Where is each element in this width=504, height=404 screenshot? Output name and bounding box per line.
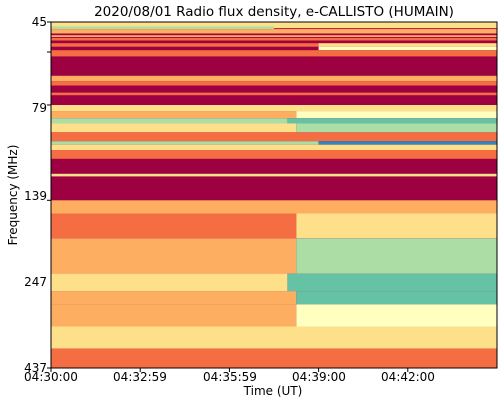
y-tick-label: 45 xyxy=(31,15,47,29)
y-tick-label: 139 xyxy=(24,189,47,203)
heatmap-band xyxy=(51,26,274,29)
heatmap-band xyxy=(296,238,497,274)
heatmap-band xyxy=(51,29,497,34)
x-tick-label: 04:30:00 xyxy=(24,370,78,384)
heatmap-band xyxy=(51,132,497,142)
heatmap-band xyxy=(296,123,497,133)
heatmap-band xyxy=(51,37,497,41)
heatmap-band xyxy=(51,213,297,239)
heatmap-band xyxy=(51,50,497,57)
heatmap-band xyxy=(51,75,497,82)
heatmap-band xyxy=(51,111,297,119)
heatmap-band xyxy=(318,141,497,145)
heatmap-band xyxy=(51,291,297,305)
chart-title: 2020/08/01 Radio flux density, e-CALLIST… xyxy=(94,4,454,20)
x-tick-label: 04:35:59 xyxy=(203,370,257,384)
y-tick-label: 79 xyxy=(31,101,47,115)
x-tick-label: 04:42:00 xyxy=(381,370,435,384)
heatmap-band xyxy=(51,144,497,150)
heatmap-band xyxy=(51,200,497,214)
heatmap-band xyxy=(51,81,497,86)
heatmap-band xyxy=(51,43,319,47)
heatmap-band xyxy=(51,348,497,368)
y-tick-label: 247 xyxy=(24,275,47,289)
heatmap-band xyxy=(51,273,288,292)
heatmap-band xyxy=(51,105,497,112)
plot-frame xyxy=(50,21,498,369)
heatmap-band xyxy=(51,150,497,159)
heatmap-band xyxy=(287,273,497,292)
heatmap-band xyxy=(296,291,497,305)
heatmap-band xyxy=(51,35,497,37)
x-tick-label: 04:39:00 xyxy=(292,370,346,384)
heatmap-band xyxy=(296,111,497,119)
y-tick-label: 437 xyxy=(24,361,47,375)
heatmap-band xyxy=(51,22,497,29)
heatmap-band xyxy=(296,304,497,327)
x-tick-label: 04:32:59 xyxy=(113,370,167,384)
heatmap-band xyxy=(287,118,497,124)
x-axis-label: Time (UT) xyxy=(243,384,303,398)
heatmap-layer xyxy=(51,22,497,368)
heatmap-band xyxy=(51,238,297,274)
heatmap-band xyxy=(51,118,288,124)
heatmap-band xyxy=(51,92,497,96)
heatmap-band xyxy=(318,46,497,51)
heatmap-band xyxy=(51,123,297,133)
heatmap-band xyxy=(51,141,319,145)
heatmap-band xyxy=(51,304,297,327)
heatmap-band xyxy=(296,213,497,239)
heatmap-band xyxy=(318,43,497,47)
heatmap-band xyxy=(51,173,497,177)
heatmap-band xyxy=(51,326,497,349)
